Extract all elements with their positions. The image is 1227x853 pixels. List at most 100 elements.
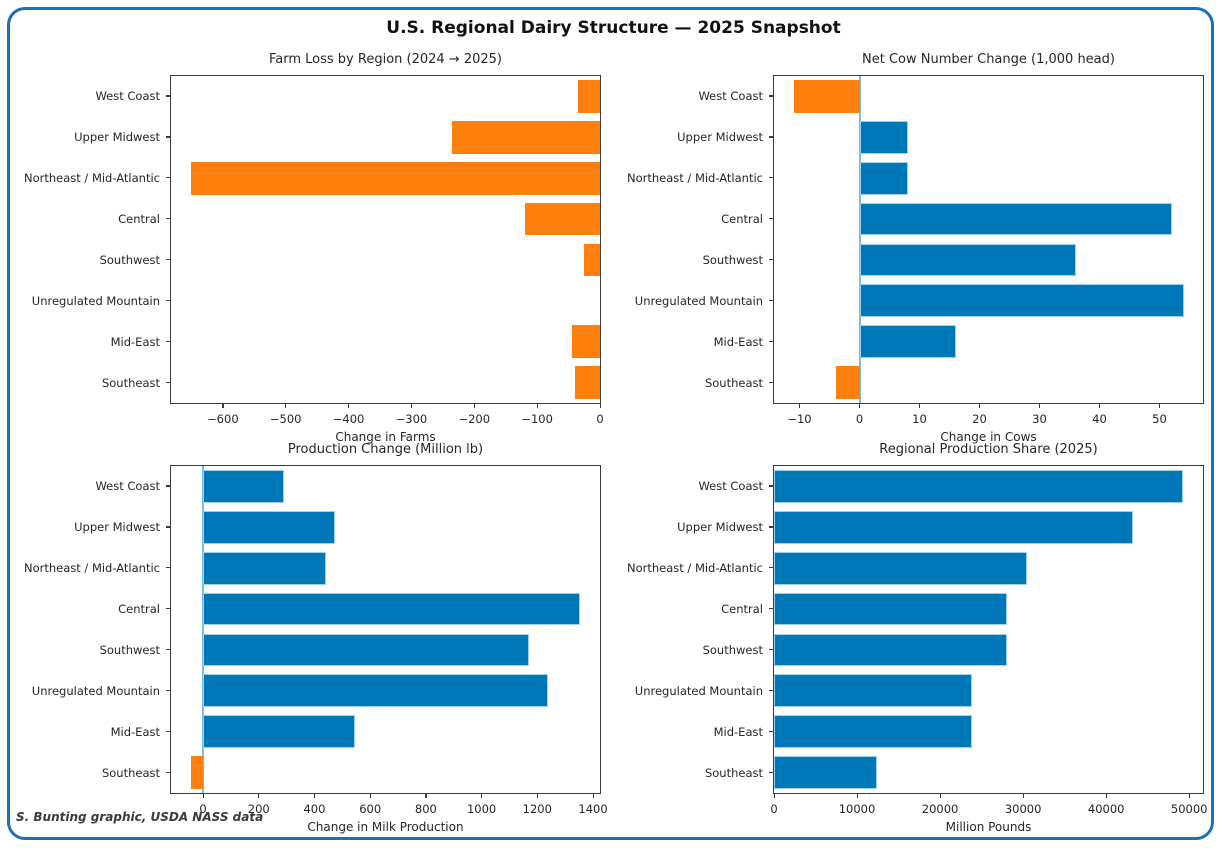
bar-southeast: [835, 366, 860, 399]
x-tick-mark: [1022, 794, 1024, 798]
bar-central: [774, 592, 1007, 626]
x-tick-mark: [481, 794, 483, 798]
x-axis-label: Change in Cows: [940, 430, 1037, 444]
y-tick-mark: [166, 381, 170, 383]
y-tick-mark: [769, 177, 773, 179]
y-tick-label: West Coast: [95, 479, 160, 494]
y-tick-mark: [166, 485, 170, 487]
y-tick-mark: [166, 177, 170, 179]
x-tick-label: 0: [770, 802, 778, 816]
x-tick-mark: [536, 794, 538, 798]
y-tick-mark: [166, 730, 170, 732]
bar-southwest: [203, 633, 529, 667]
plot-area: [773, 465, 1204, 794]
x-tick-label: 800: [414, 802, 437, 816]
y-tick-mark: [769, 340, 773, 342]
bar-unregulated-mountain: [774, 674, 972, 708]
y-tick-label: Central: [721, 212, 763, 227]
x-tick-mark: [1159, 404, 1161, 408]
chart-cow-change: Net Cow Number Change (1,000 head) Chang…: [627, 52, 1204, 444]
y-tick-mark: [166, 526, 170, 528]
y-tick-label: Northeast / Mid-Atlantic: [23, 561, 160, 576]
y-tick-mark: [769, 95, 773, 97]
chart-production-share: Regional Production Share (2025) Million…: [627, 442, 1208, 834]
x-axis-label: Million Pounds: [945, 820, 1032, 834]
x-tick-label: −10: [787, 412, 812, 426]
x-tick-mark: [979, 404, 981, 408]
y-tick-label: Southwest: [702, 252, 763, 267]
plot-area: [773, 75, 1204, 404]
bar-unregulated-mountain: [859, 284, 1184, 318]
chart-title: Net Cow Number Change (1,000 head): [862, 52, 1115, 67]
x-tick-mark: [1105, 794, 1107, 798]
x-tick-mark: [919, 404, 921, 408]
bar-northeast-mid-atlantic: [191, 161, 600, 195]
y-tick-label: Upper Midwest: [74, 520, 160, 535]
bar-mid-east: [859, 325, 956, 359]
chart-farm-loss: Farm Loss by Region (2024 → 2025) Change…: [24, 52, 604, 444]
y-tick-mark: [166, 567, 170, 569]
bar-central: [203, 592, 581, 626]
footnote-credit: S. Bunting graphic, USDA NASS data: [16, 810, 264, 824]
y-tick-mark: [166, 340, 170, 342]
x-tick-mark: [222, 404, 224, 408]
x-tick-label: 200: [247, 802, 270, 816]
x-tick-label: 1000: [466, 802, 497, 816]
x-tick-label: 1400: [578, 802, 608, 816]
y-tick-mark: [166, 95, 170, 97]
bar-southwest: [584, 243, 600, 277]
x-tick-label: 400: [303, 802, 326, 816]
chart-title: Farm Loss by Region (2024 → 2025): [269, 52, 502, 67]
y-tick-mark: [769, 608, 773, 610]
bar-southeast: [774, 756, 877, 789]
x-tick-label: −300: [395, 412, 428, 426]
x-tick-mark: [348, 404, 350, 408]
x-tick-mark: [313, 794, 316, 798]
y-tick-label: Central: [118, 212, 160, 227]
x-tick-mark: [285, 404, 287, 408]
y-tick-label: Southeast: [101, 375, 160, 390]
x-tick-label: −400: [332, 412, 365, 426]
y-tick-mark: [769, 689, 773, 691]
y-tick-mark: [166, 136, 170, 138]
zero-line: [858, 76, 861, 403]
y-tick-mark: [769, 136, 773, 138]
y-tick-mark: [166, 648, 170, 651]
x-tick-label: 10000: [838, 802, 876, 816]
y-tick-label: Upper Midwest: [74, 130, 160, 145]
x-tick-label: 20000: [921, 802, 959, 816]
y-tick-mark: [166, 258, 170, 261]
chart-title: Regional Production Share (2025): [879, 442, 1098, 457]
y-tick-mark: [769, 299, 773, 301]
y-tick-label: West Coast: [698, 479, 763, 494]
y-tick-label: Southeast: [704, 765, 763, 780]
bar-upper-midwest: [452, 120, 600, 154]
x-tick-label: 50: [1152, 412, 1167, 426]
x-tick-label: 50000: [1170, 802, 1208, 816]
y-tick-label: West Coast: [698, 89, 763, 104]
y-tick-label: Mid-East: [110, 334, 160, 349]
y-tick-label: West Coast: [95, 89, 160, 104]
y-tick-label: Upper Midwest: [677, 520, 763, 535]
x-tick-mark: [773, 794, 775, 798]
y-tick-label: Northeast / Mid-Atlantic: [626, 171, 763, 186]
y-tick-label: Unregulated Mountain: [634, 293, 763, 308]
y-tick-mark: [166, 608, 170, 610]
bar-mid-east: [203, 715, 355, 749]
bar-west-coast: [578, 80, 600, 113]
bar-northeast-mid-atlantic: [859, 161, 908, 195]
x-tick-mark: [856, 794, 858, 798]
x-tick-mark: [410, 404, 413, 408]
x-tick-label: 30: [1032, 412, 1047, 426]
bar-southeast: [190, 756, 204, 789]
x-tick-label: 10: [912, 412, 927, 426]
plot-area: [170, 75, 601, 404]
y-tick-label: Unregulated Mountain: [31, 683, 160, 698]
y-tick-mark: [769, 567, 773, 569]
y-tick-label: Mid-East: [110, 724, 160, 739]
x-tick-mark: [1039, 404, 1041, 408]
y-tick-mark: [769, 648, 773, 651]
y-tick-label: Southwest: [99, 642, 160, 657]
x-tick-mark: [859, 404, 861, 408]
x-tick-mark: [202, 794, 204, 798]
